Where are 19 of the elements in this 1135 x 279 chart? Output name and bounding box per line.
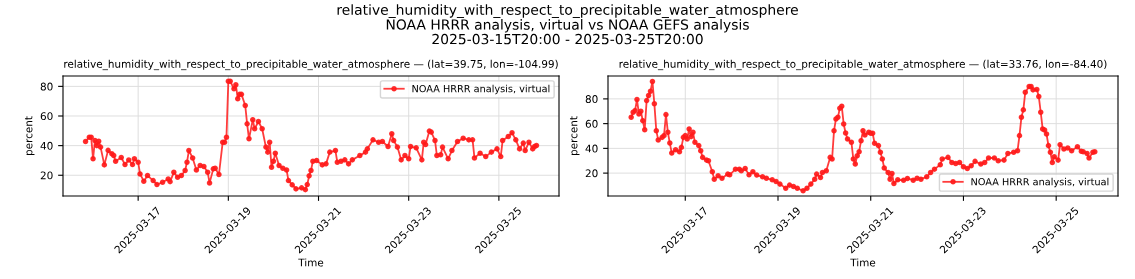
y-tick-label: 60 bbox=[40, 112, 53, 121]
text: relative_humidity_with_respect_to_precipitable_water_atmosphere bbox=[337, 4, 798, 19]
text: NOAA HRRR analysis, virtual vs NOAA GEFS analysis bbox=[386, 19, 749, 33]
y-tick-label: 20 bbox=[585, 169, 598, 178]
legend-label: NOAA HRRR analysis, virtual bbox=[412, 84, 550, 95]
legend-label: NOAA HRRR analysis, virtual bbox=[971, 177, 1109, 188]
chart-title: relative_humidity_with_respect_to_precipitable_water_atmosphere — (lat=33.76, lon=-84.40) bbox=[619, 59, 1107, 71]
x-axis-title: Time bbox=[850, 258, 876, 267]
chart-title: relative_humidity_with_respect_to_precipitable_water_atmosphere — (lat=39.75, lon=-104.99) bbox=[64, 59, 558, 71]
y-axis-title: percent bbox=[24, 116, 35, 155]
y-tick-label: 80 bbox=[585, 95, 598, 103]
text: 2025-03-15T20:00 - 2025-03-25T20:00 bbox=[432, 33, 703, 45]
y-axis-title: percent bbox=[569, 116, 580, 155]
y-tick-label: 40 bbox=[40, 141, 53, 150]
y-tick-label: 80 bbox=[40, 82, 53, 91]
x-axis-title: Time bbox=[298, 258, 324, 267]
y-tick-label: 60 bbox=[585, 119, 598, 128]
y-tick-label: 20 bbox=[40, 171, 53, 180]
y-tick-label: 40 bbox=[585, 144, 598, 153]
